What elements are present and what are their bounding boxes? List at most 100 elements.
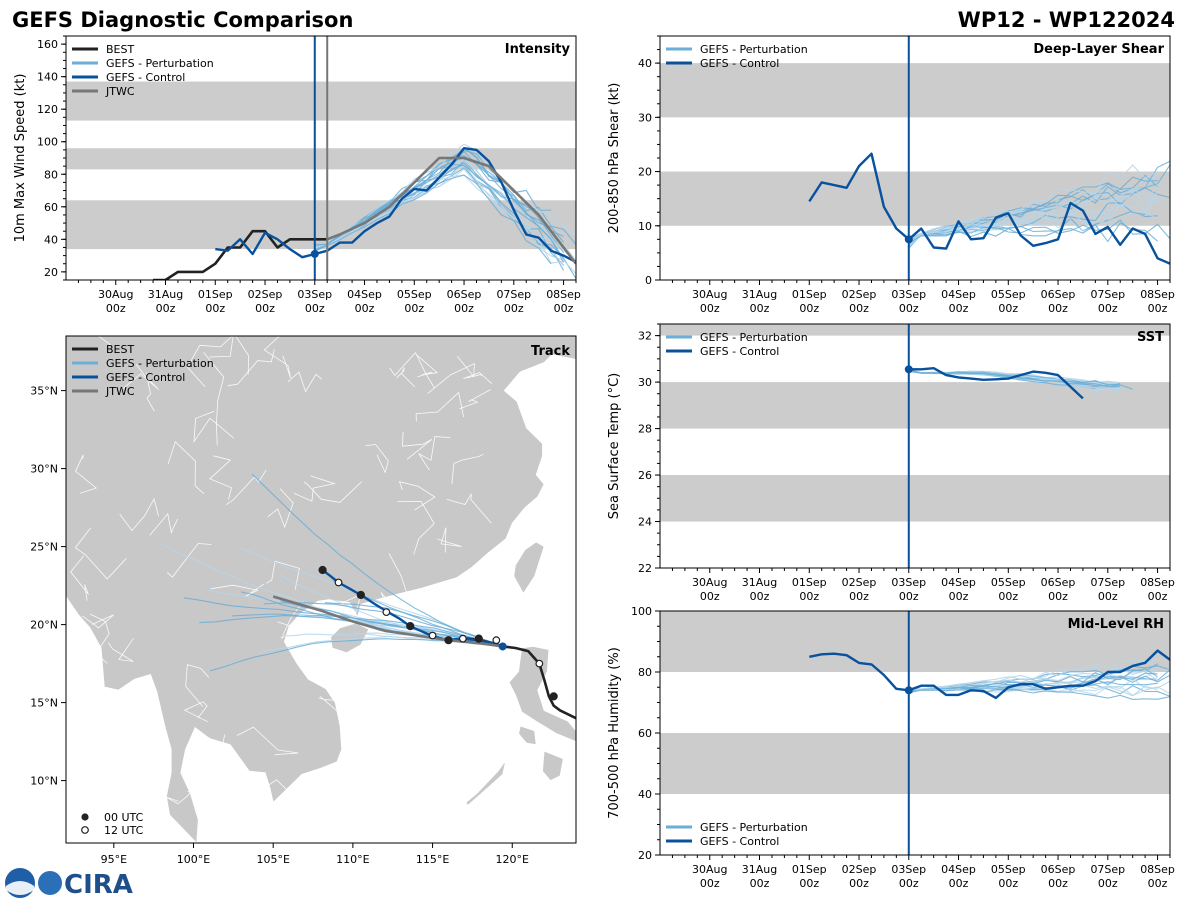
- admin-boundary-line: [474, 736, 520, 775]
- x-tick-label: 07Sep: [1090, 288, 1125, 301]
- track-marker-00utc: [356, 590, 365, 600]
- y-tick-label: 30: [638, 376, 652, 389]
- admin-boundary-line: [338, 655, 372, 696]
- track-line-jtwc: [272, 595, 503, 648]
- x-tick-label: 31Aug: [742, 863, 777, 876]
- admin-boundary-line: [305, 774, 340, 798]
- x-tick-label: 115°E: [416, 853, 449, 866]
- admin-boundary-line: [396, 367, 416, 388]
- x-tick-label: 04Sep: [347, 288, 382, 301]
- x-tick-label: 30Aug: [692, 863, 727, 876]
- series-line-best: [153, 229, 328, 280]
- admin-boundary-line: [209, 336, 250, 375]
- x-tick-label: 00z: [750, 302, 770, 315]
- x-tick-label: 00z: [355, 302, 375, 315]
- y-tick-label: 40: [638, 788, 652, 801]
- admin-boundary-line: [89, 613, 110, 664]
- x-tick-label: 00z: [305, 302, 325, 315]
- x-tick-label: 00z: [1098, 877, 1118, 890]
- x-tick-label: 00z: [504, 302, 524, 315]
- panel-title: Deep-Layer Shear: [1033, 42, 1164, 57]
- x-tick-label: 04Sep: [941, 863, 976, 876]
- x-tick-label: 00z: [1148, 590, 1168, 603]
- noaa-logo-wave-icon: [6, 881, 34, 895]
- admin-boundary-line: [186, 336, 233, 388]
- x-tick-label: 05Sep: [991, 288, 1026, 301]
- perturbation-line: [908, 183, 1170, 248]
- x-tick-label: 08Sep: [546, 288, 581, 301]
- perturbation-line: [908, 199, 1170, 247]
- admin-boundary-line: [385, 679, 428, 701]
- x-tick-label: 31Aug: [148, 288, 183, 301]
- panel-track: 95°E 100°E 105°E 110°E 115°E 120°E 10°N 15°N 20°…: [30, 335, 577, 866]
- admin-boundary-line: [197, 778, 247, 816]
- legend-label: GEFS - Control: [700, 345, 779, 358]
- x-tick-label: 00z: [554, 302, 574, 315]
- x-tick-label: 00z: [1148, 877, 1168, 890]
- track-marker-12utc: [458, 634, 467, 643]
- cira-logo-globe-icon: [38, 871, 62, 895]
- y-axis-label: 200-850 hPa Shear (kt): [607, 83, 622, 234]
- y-tick-label: 35°N: [30, 385, 58, 398]
- map-area: [66, 336, 576, 843]
- x-tick-label: 08Sep: [1140, 288, 1175, 301]
- axes-frame: [65, 335, 577, 844]
- x-tick-label: 00z: [700, 302, 720, 315]
- x-tick-label: 08Sep: [1140, 863, 1175, 876]
- admin-boundary-line: [381, 736, 440, 768]
- x-tick-label: 02Sep: [842, 288, 877, 301]
- x-tick-label: 00z: [700, 590, 720, 603]
- admin-boundary-line: [236, 726, 299, 756]
- x-tick-label: 05Sep: [991, 863, 1026, 876]
- admin-boundary-line: [227, 349, 275, 387]
- y-tick-label: 26: [638, 469, 652, 482]
- legend-label: GEFS - Perturbation: [106, 57, 214, 70]
- admin-boundary-line: [250, 779, 314, 820]
- panel-title: SST: [1137, 330, 1164, 345]
- x-tick-label: 01Sep: [792, 576, 827, 589]
- x-tick-label: 00z: [1048, 877, 1068, 890]
- track-marker-00utc: [549, 692, 558, 701]
- admin-boundary-line: [267, 488, 294, 529]
- y-tick-label: 40: [638, 57, 652, 70]
- perturbation-line: [908, 688, 1170, 700]
- legend-label: GEFS - Control: [106, 371, 185, 384]
- x-tick-label: 06Sep: [1041, 288, 1076, 301]
- legend-label: GEFS - Perturbation: [106, 357, 214, 370]
- perturbation-line: [908, 685, 1170, 697]
- x-tick-label: 02Sep: [842, 863, 877, 876]
- asia-mainland-land: [66, 336, 576, 843]
- admin-boundary-line: [463, 372, 493, 384]
- y-tick-label: 22: [638, 562, 652, 575]
- x-tick-label: 00z: [156, 302, 176, 315]
- x-tick-label: 06Sep: [1041, 576, 1076, 589]
- track-marker-12utc: [334, 578, 343, 587]
- x-tick-label: 00z: [899, 302, 919, 315]
- admin-boundary-line: [166, 543, 212, 578]
- palawan-land: [465, 760, 507, 807]
- y-tick-label: 30°N: [30, 463, 58, 476]
- y-tick-label: 60: [44, 201, 58, 214]
- perturbation-line: [908, 202, 1146, 249]
- admin-boundary-line: [467, 654, 489, 684]
- admin-boundary-line: [418, 436, 451, 471]
- x-tick-label: 00z: [1048, 590, 1068, 603]
- admin-boundary-line: [365, 444, 389, 474]
- plot-area-intensity: [66, 81, 576, 280]
- y-tick-label: 30: [638, 111, 652, 124]
- legend-label: GEFS - Control: [700, 57, 779, 70]
- y-tick-label: 60: [638, 727, 652, 740]
- admin-boundary-line: [417, 355, 439, 378]
- x-tick-label: 30Aug: [98, 288, 133, 301]
- track-line-gefs-control: [321, 569, 504, 648]
- x-tick-label: 00z: [454, 302, 474, 315]
- y-tick-label: 20: [638, 849, 652, 862]
- x-tick-label: 06Sep: [447, 288, 482, 301]
- track-marker-12utc: [382, 608, 391, 617]
- x-tick-label: 00z: [750, 590, 770, 603]
- x-tick-label: 120°E: [496, 853, 529, 866]
- x-tick-label: 08Sep: [1140, 576, 1175, 589]
- x-tick-label: 105°E: [256, 853, 289, 866]
